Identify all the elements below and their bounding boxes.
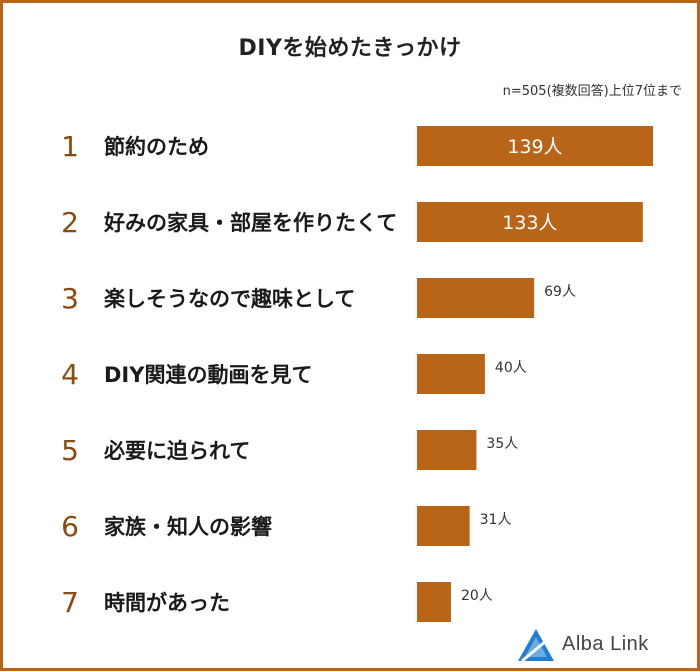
bar [417,354,485,394]
bar [417,278,535,318]
bar [417,202,643,242]
value-label: 31人 [480,512,512,528]
value-label: 40人 [495,360,527,376]
value-label: 35人 [486,436,518,452]
bar [417,582,451,622]
sample-note: n=505(複数回答)上位7位まで [502,84,682,99]
category-label: DIY関連の動画を見て [104,363,312,387]
category-label: 家族・知人の影響 [104,515,272,539]
rank-number: 3 [61,282,79,315]
rank-number: 4 [61,358,79,391]
value-label: 69人 [544,284,576,300]
value-label: 20人 [461,588,493,604]
rank-number: 1 [61,130,79,163]
category-label: 時間があった [104,591,230,615]
value-label: 139人 [507,136,562,158]
category-label: 楽しそうなので趣味として [104,287,355,311]
brand-logo: Alba Link [516,627,686,663]
category-label: 好みの家具・部屋を作りたくて [103,211,397,235]
rank-number: 6 [61,510,79,543]
value-label: 133人 [502,212,557,234]
brand-name: Alba Link [562,633,649,655]
chart-title: DIYを始めたきっかけ [238,36,462,61]
rank-number: 7 [61,586,79,619]
bar [417,126,653,166]
bar [417,506,470,546]
rank-number: 2 [61,206,79,239]
bar [417,430,477,470]
category-label: 必要に迫られて [104,439,250,463]
triangle-logo-icon [518,629,554,663]
category-label: 節約のため [104,135,209,159]
rank-number: 5 [61,434,79,467]
